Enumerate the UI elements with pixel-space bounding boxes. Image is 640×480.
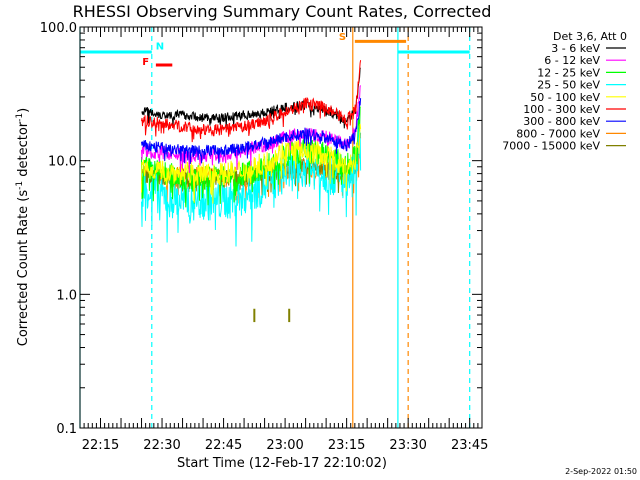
series-line-6 [141, 98, 362, 165]
legend-label-5: 100 - 300 keV [523, 103, 600, 116]
x-tick-label: 23:00 [266, 438, 303, 453]
legend-label-1: 6 - 12 keV [544, 54, 600, 67]
plot-frame [79, 26, 483, 429]
legend-label-0: 3 - 6 keV [551, 42, 600, 55]
legend-label-4: 50 - 100 keV [530, 91, 600, 104]
vertical-markers [79, 27, 471, 428]
flag-label-2: S [339, 32, 346, 43]
series-line-0 [141, 67, 361, 129]
x-tick-label: 22:30 [143, 438, 180, 453]
y-tick-label: 100.0 [40, 21, 77, 36]
x-tick-label: 22:15 [82, 438, 119, 453]
y-tick-label: 10.0 [48, 155, 77, 170]
x-axis-label: Start Time (12-Feb-17 22:10:02) [177, 456, 387, 471]
x-tick-labels: 22:15 22:30 22:45 23:00 23:15 23:30 23:45 [82, 438, 489, 453]
status-bars: NF S [80, 32, 470, 323]
series-line-3 [141, 127, 362, 247]
y-tick-labels: 100.0 10.0 1.0 0.1 [40, 21, 77, 437]
legend-label-3: 25 - 50 keV [537, 79, 600, 92]
series-line-4 [141, 123, 362, 204]
y-axis-label: Corrected Count Rate (s-1 detector-1) [15, 108, 31, 346]
legend-label-8: 7000 - 15000 keV [502, 140, 600, 153]
legend-label-6: 300 - 800 keV [523, 115, 600, 128]
x-tick-label: 23:45 [451, 438, 488, 453]
legend-label-7: 800 - 7000 keV [516, 127, 600, 140]
series-layer [141, 60, 362, 247]
footer-timestamp: 2-Sep-2022 01:50 [565, 467, 637, 476]
detector-label: Det 3,6, Att 0 [553, 30, 627, 43]
y-tick-label: 0.1 [56, 422, 77, 437]
flag-label-1: F [142, 57, 149, 68]
axes [79, 26, 483, 429]
x-tick-label: 23:30 [389, 438, 426, 453]
y-tick-label: 1.0 [56, 288, 77, 303]
series-line-5 [141, 60, 362, 143]
flag-label-0: N [156, 41, 164, 52]
legend-label-2: 12 - 25 keV [537, 66, 600, 79]
x-tick-label: 22:45 [205, 438, 242, 453]
chart-title: RHESSI Observing Summary Count Rates, Co… [73, 2, 492, 21]
x-tick-label: 23:15 [328, 438, 365, 453]
